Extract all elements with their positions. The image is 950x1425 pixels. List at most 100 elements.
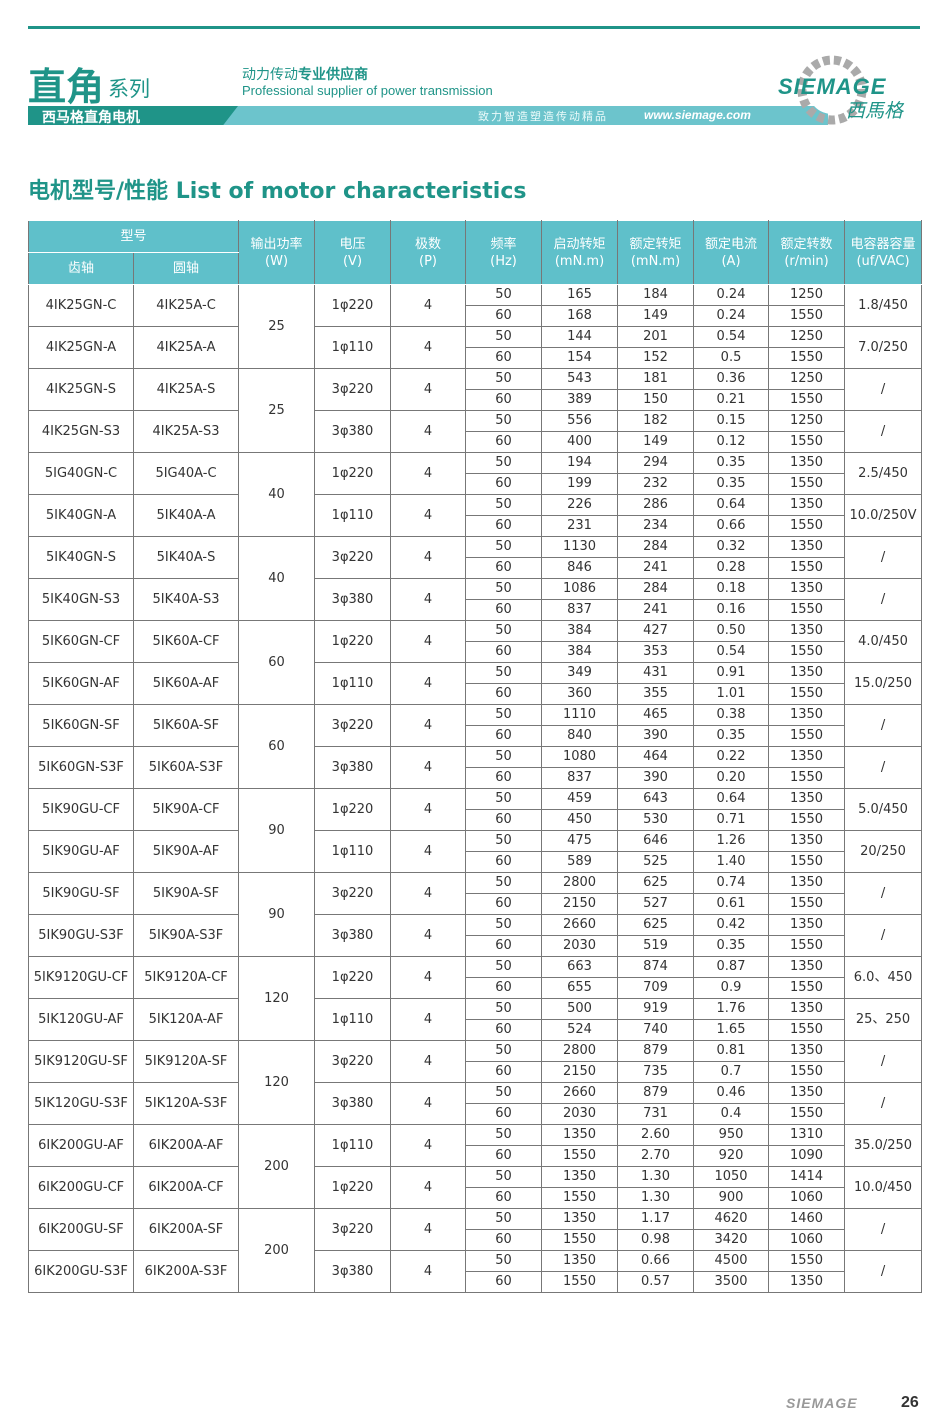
frequency: 50 <box>465 1208 543 1230</box>
poles: 4 <box>390 1082 467 1125</box>
capacitor: / <box>844 872 923 915</box>
start-torque: 360 <box>541 683 619 705</box>
table-row: 5IG40GN-C 5IG40A-C 40 1φ220 4 50 194 294 0.35 135… <box>28 452 923 537</box>
frequency: 50 <box>465 620 543 642</box>
poles: 4 <box>390 1166 467 1209</box>
round-shaft-model: 4IK25A-S3 <box>132 410 240 453</box>
poles: 4 <box>390 578 467 621</box>
tagline-light: 动力传动 <box>242 67 298 83</box>
output-power: 200 <box>238 1124 316 1209</box>
gear-shaft-model: 5IK40GN-S <box>28 536 134 579</box>
rated-current: 4620 <box>693 1208 770 1230</box>
start-torque: 846 <box>541 557 619 579</box>
tagline-cn: 动力传动专业供应商 <box>242 64 368 84</box>
table-row: 60 655 709 0.9 1550 <box>29 977 922 999</box>
frequency: 60 <box>465 1187 543 1209</box>
rated-torque: 643 <box>617 788 695 810</box>
rated-speed: 1550 <box>768 599 846 621</box>
rated-speed: 1250 <box>768 368 846 390</box>
rated-speed: 1350 <box>768 914 846 936</box>
rated-torque: 152 <box>617 347 695 369</box>
rated-torque: 150 <box>617 389 695 411</box>
start-torque: 165 <box>541 284 619 306</box>
rated-torque: 731 <box>617 1103 695 1125</box>
capacitor: / <box>844 536 923 579</box>
poles: 4 <box>390 326 467 369</box>
start-torque: 144 <box>541 326 619 348</box>
rated-torque: 390 <box>617 767 695 789</box>
rated-current: 0.74 <box>693 872 770 894</box>
start-torque: 2800 <box>541 872 619 894</box>
start-torque: 2150 <box>541 893 619 915</box>
table-row: 5IK90GU-CF 5IK90A-CF 90 1φ220 4 50 459 643 0.64 1… <box>28 788 923 873</box>
rated-current: 0.46 <box>693 1082 770 1104</box>
frequency: 50 <box>465 1166 543 1188</box>
table-row: 5IK60GN-AF 5IK60A-AF 1φ110 4 50 349 431 0.91 135… <box>28 662 923 705</box>
rated-torque: 353 <box>617 641 695 663</box>
frequency: 60 <box>465 641 543 663</box>
round-shaft-model: 5IK90A-CF <box>132 788 240 831</box>
rated-current: 0.20 <box>693 767 770 789</box>
rated-speed: 1350 <box>768 1271 846 1293</box>
start-torque: 450 <box>541 809 619 831</box>
top-rule <box>28 26 920 29</box>
rated-torque: 284 <box>617 578 695 600</box>
table-row: 6IK200GU-SF 6IK200A-SF 200 3φ220 4 50 1350 1.17… <box>28 1208 923 1293</box>
header-power: 输出功率 (W) <box>238 220 316 285</box>
rated-current: 0.35 <box>693 935 770 957</box>
header-voltage: 电压 (V) <box>314 220 392 285</box>
frequency: 50 <box>465 1082 543 1104</box>
header-frequency: 频率 (Hz) <box>465 220 543 285</box>
voltage: 3φ380 <box>314 1082 392 1125</box>
rated-current: 1.65 <box>693 1019 770 1041</box>
rated-current: 3500 <box>693 1271 770 1293</box>
table-row: 60 360 355 1.01 1550 <box>29 683 922 705</box>
rated-current: 0.32 <box>693 536 770 558</box>
frequency: 60 <box>465 809 543 831</box>
gear-shaft-model: 5IK9120GU-SF <box>28 1040 134 1083</box>
rated-torque: 149 <box>617 431 695 453</box>
voltage: 1φ110 <box>314 830 392 873</box>
gear-shaft-model: 5IK60GN-SF <box>28 704 134 747</box>
start-torque: 2030 <box>541 935 619 957</box>
rated-speed: 1550 <box>768 305 846 327</box>
capacitor: 5.0/450 <box>844 788 923 831</box>
rated-current: 0.66 <box>693 515 770 537</box>
rated-speed: 1550 <box>768 473 846 495</box>
table-row: 60 389 150 0.21 1550 <box>29 389 922 411</box>
rated-torque: 149 <box>617 305 695 327</box>
rated-current: 0.24 <box>693 284 770 306</box>
capacitor: 1.8/450 <box>844 284 923 327</box>
voltage: 1φ220 <box>314 956 392 999</box>
table-row: 60 1550 0.98 3420 1060 <box>29 1229 922 1251</box>
frequency: 60 <box>465 725 543 747</box>
website-link[interactable]: www.siemage.com <box>644 108 751 122</box>
rated-torque: 519 <box>617 935 695 957</box>
gear-shaft-model: 6IK200GU-AF <box>28 1124 134 1167</box>
rated-speed: 1550 <box>768 1019 846 1041</box>
table-row: 4IK25GN-C 4IK25A-C 25 1φ220 4 50 165 184 0.24 125… <box>28 284 923 369</box>
output-power: 90 <box>238 872 316 957</box>
capacitor: / <box>844 914 923 957</box>
table-row: 5IK120GU-S3F 5IK120A-S3F 3φ380 4 50 2660 879 0.… <box>28 1082 923 1125</box>
rated-speed: 1250 <box>768 284 846 306</box>
poles: 4 <box>390 620 467 663</box>
rated-torque: 709 <box>617 977 695 999</box>
capacitor: 10.0/450 <box>844 1166 923 1209</box>
start-torque: 194 <box>541 452 619 474</box>
rated-current: 0.5 <box>693 347 770 369</box>
rated-torque: 0.98 <box>617 1229 695 1251</box>
rated-current: 0.16 <box>693 599 770 621</box>
start-torque: 1350 <box>541 1208 619 1230</box>
series-suffix: 系列 <box>108 77 150 101</box>
rated-current: 1.26 <box>693 830 770 852</box>
rated-current: 0.64 <box>693 788 770 810</box>
table-row: 60 589 525 1.40 1550 <box>29 851 922 873</box>
gear-shaft-model: 6IK200GU-CF <box>28 1166 134 1209</box>
start-torque: 543 <box>541 368 619 390</box>
voltage: 1φ110 <box>314 326 392 369</box>
frequency: 50 <box>465 536 543 558</box>
frequency: 60 <box>465 1103 543 1125</box>
start-torque: 2660 <box>541 914 619 936</box>
